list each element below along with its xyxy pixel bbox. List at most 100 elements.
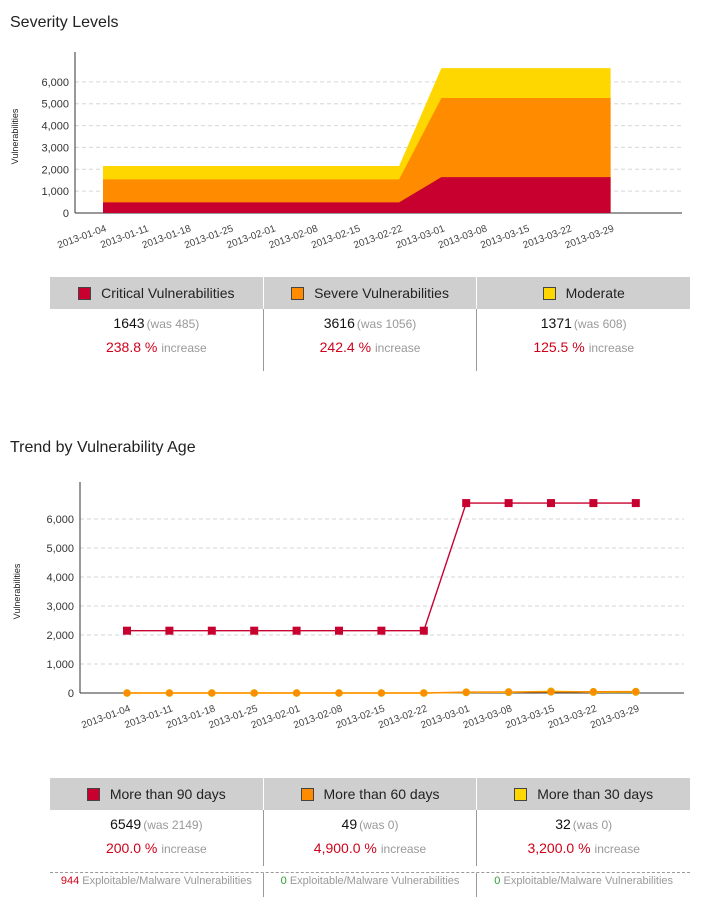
y-tick-label: 5,000 bbox=[46, 543, 74, 555]
data-point bbox=[208, 689, 216, 697]
data-point bbox=[419, 689, 428, 697]
count: 6549 bbox=[110, 816, 142, 832]
count: 1371 bbox=[540, 315, 572, 331]
y-tick-label: 6,000 bbox=[46, 514, 74, 526]
90-days-stats: 6549 (was 2149) 200.0 % increase bbox=[50, 810, 263, 866]
data-point bbox=[419, 626, 428, 635]
data-point bbox=[377, 689, 386, 697]
percent-change: 125.5 % bbox=[533, 339, 585, 355]
exploitable-label: Exploitable/Malware Vulnerabilities bbox=[289, 875, 460, 887]
exploitable-count: 0 bbox=[280, 875, 287, 887]
legend-90-days[interactable]: More than 90 days bbox=[50, 778, 263, 810]
y-tick-label: 1,000 bbox=[41, 186, 69, 198]
y-tick-label: 0 bbox=[63, 208, 69, 220]
legend-severe[interactable]: Severe Vulnerabilities bbox=[262, 277, 477, 309]
data-point bbox=[165, 626, 174, 635]
legend-label: More than 60 days bbox=[323, 786, 440, 802]
y-tick-label: 2,000 bbox=[41, 164, 69, 176]
legend-label: Severe Vulnerabilities bbox=[314, 285, 449, 301]
30-days-stats: 32 (was 0) 3,200.0 % increase bbox=[476, 810, 690, 866]
percent-change: 200.0 % bbox=[105, 840, 158, 856]
increase-label: increase bbox=[161, 842, 207, 856]
data-point bbox=[504, 499, 513, 508]
moderate-swatch-icon bbox=[542, 286, 556, 300]
count: 3616 bbox=[323, 315, 355, 331]
severity-area-chart: 0 1,000 2,000 3,000 4,000 5,000 6,000 Vulnerabi… bbox=[10, 52, 682, 251]
count: 49 bbox=[341, 816, 358, 832]
line-series-1 bbox=[127, 502, 636, 632]
y-tick-label: 2,000 bbox=[46, 630, 74, 642]
severe-stats: 3616 (was 1056) 242.4 % increase bbox=[262, 309, 477, 371]
y-axis-label: Vulnerabilities bbox=[12, 563, 22, 619]
data-point bbox=[123, 689, 131, 697]
age-summary: More than 90 days More than 60 days More… bbox=[50, 778, 690, 897]
data-point bbox=[292, 626, 301, 635]
area-series-1 bbox=[103, 177, 611, 213]
data-point bbox=[589, 499, 598, 508]
exploitable-90-days[interactable]: 944 Exploitable/Malware Vulnerabilities bbox=[50, 873, 263, 897]
trend-by-age-title: Trend by Vulnerability Age bbox=[10, 439, 196, 456]
percent-change: 238.8 % bbox=[105, 339, 158, 355]
exploitable-count: 944 bbox=[60, 875, 80, 887]
legend-label: More than 90 days bbox=[109, 786, 226, 802]
data-point bbox=[547, 688, 555, 696]
was-count: (was 0) bbox=[359, 818, 399, 832]
legend-60-days[interactable]: More than 60 days bbox=[262, 778, 477, 810]
count: 32 bbox=[555, 816, 571, 832]
severe-swatch-icon bbox=[291, 286, 305, 300]
data-point bbox=[165, 689, 174, 697]
legend-label: Critical Vulnerabilities bbox=[101, 285, 235, 301]
data-point bbox=[207, 626, 216, 635]
data-point bbox=[631, 499, 640, 508]
data-point bbox=[123, 626, 131, 635]
x-tick-label: 2013-03-29 bbox=[589, 703, 641, 731]
was-count: (was 1056) bbox=[356, 317, 417, 331]
exploitable-label: Exploitable/Malware Vulnerabilities bbox=[503, 875, 674, 887]
legend-critical[interactable]: Critical Vulnerabilities bbox=[50, 277, 263, 309]
exploitable-label: Exploitable/Malware Vulnerabilities bbox=[82, 875, 252, 887]
y-tick-label: 6,000 bbox=[41, 77, 69, 89]
data-point bbox=[504, 688, 513, 696]
increase-label: increase bbox=[594, 842, 640, 856]
data-point bbox=[335, 689, 343, 697]
was-count: (was 485) bbox=[146, 317, 200, 331]
legend-30-days[interactable]: More than 30 days bbox=[476, 778, 690, 810]
age-line-chart: 0 1,000 2,000 3,000 4,000 5,000 6,000 Vulnerabi… bbox=[12, 482, 684, 731]
percent-change: 4,900.0 % bbox=[313, 840, 377, 856]
critical-swatch-icon bbox=[78, 286, 92, 300]
data-point bbox=[292, 689, 301, 697]
60-days-swatch-icon bbox=[300, 787, 314, 801]
y-tick-label: 3,000 bbox=[41, 142, 69, 154]
was-count: (was 0) bbox=[572, 818, 613, 832]
legend-label: More than 30 days bbox=[537, 786, 654, 802]
was-count: (was 2149) bbox=[143, 818, 203, 832]
moderate-stats: 1371 (was 608) 125.5 % increase bbox=[476, 309, 690, 371]
data-point bbox=[547, 499, 555, 508]
data-point bbox=[631, 687, 640, 696]
was-count: (was 608) bbox=[573, 317, 627, 331]
increase-label: increase bbox=[380, 842, 427, 856]
data-point bbox=[250, 689, 258, 697]
y-tick-label: 4,000 bbox=[41, 121, 69, 133]
data-point bbox=[335, 626, 343, 635]
y-tick-label: 0 bbox=[68, 688, 74, 700]
legend-moderate[interactable]: Moderate bbox=[476, 277, 690, 309]
percent-change: 3,200.0 % bbox=[527, 840, 591, 856]
y-tick-label: 3,000 bbox=[46, 601, 74, 613]
legend-label: Moderate bbox=[565, 285, 625, 301]
y-tick-label: 4,000 bbox=[46, 572, 74, 584]
increase-label: increase bbox=[161, 341, 207, 355]
exploitable-count: 0 bbox=[494, 875, 501, 887]
y-axis-label: Vulnerabilities bbox=[10, 108, 20, 164]
exploitable-30-days[interactable]: 0 Exploitable/Malware Vulnerabilities bbox=[476, 873, 690, 897]
increase-label: increase bbox=[588, 341, 635, 355]
x-tick-label: 2013-03-29 bbox=[564, 223, 616, 251]
count: 1643 bbox=[113, 315, 145, 331]
30-days-swatch-icon bbox=[514, 787, 528, 801]
y-tick-label: 5,000 bbox=[41, 99, 69, 111]
data-point bbox=[462, 499, 471, 508]
data-point bbox=[589, 687, 598, 696]
90-days-swatch-icon bbox=[86, 787, 100, 801]
exploitable-60-days[interactable]: 0 Exploitable/Malware Vulnerabilities bbox=[262, 873, 477, 897]
critical-stats: 1643 (was 485) 238.8 % increase bbox=[50, 309, 263, 371]
